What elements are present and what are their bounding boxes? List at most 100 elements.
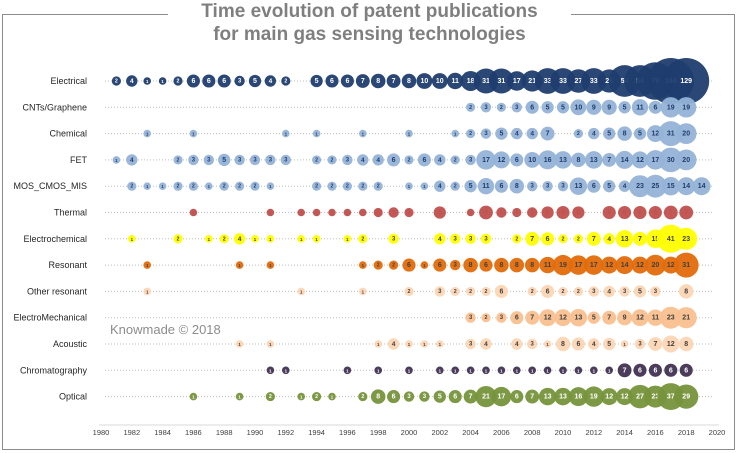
bubble-value-label: 6 [438, 262, 442, 269]
bubble [574, 366, 583, 375]
bubble-value-label: 1 [608, 368, 611, 373]
bubble-value-label: 1 [315, 211, 318, 216]
bubble [327, 181, 337, 191]
bubble [203, 154, 214, 166]
bubble [540, 126, 555, 141]
bubble [312, 181, 322, 191]
bubble-value-label: 3 [238, 157, 242, 163]
bubble [603, 337, 616, 351]
bubble [525, 100, 539, 114]
bubble-value-label: 1 [285, 132, 288, 137]
bubble-value-label: 7 [530, 394, 534, 401]
bubble-value-label: 2 [377, 263, 380, 269]
bubble [675, 123, 697, 144]
bubble-value-label: 6 [392, 394, 396, 401]
bubble-value-label: 7 [546, 131, 550, 138]
bubble [158, 77, 167, 85]
bubble [512, 207, 522, 218]
bubble-value-label: 5 [315, 78, 319, 85]
bubble [420, 182, 429, 190]
bubble [541, 284, 555, 298]
bubble-value-label: 1 [115, 158, 118, 163]
bubble [587, 311, 600, 324]
bubble [370, 73, 386, 89]
bubble-value-label: 6 [653, 104, 657, 111]
bubble-value-label: 13 [559, 157, 567, 164]
bubble [617, 126, 632, 141]
bubble [571, 152, 586, 168]
bubble [619, 286, 630, 297]
category-label: Electrical [50, 76, 87, 86]
bubble-value-label: 8 [561, 341, 565, 348]
bubble [676, 97, 697, 118]
bubble [297, 235, 306, 243]
x-tick-label: 2016 [647, 428, 664, 437]
bubble-value-label: 3 [531, 184, 535, 190]
bubble-value-label: 4 [515, 341, 519, 348]
bubble [111, 76, 121, 86]
bubble-value-label: 1 [346, 211, 349, 216]
bubble [186, 74, 200, 88]
bubble [235, 340, 244, 348]
bubble-value-label: 5 [607, 341, 611, 348]
bubble-value-label: 6 [422, 157, 426, 164]
x-tick-label: 2014 [616, 428, 633, 437]
bubble [451, 129, 460, 138]
bubble-value-label: 4 [592, 341, 596, 348]
bubble [389, 260, 399, 270]
bubble [234, 75, 245, 87]
bubble-value-label: 10 [528, 157, 536, 164]
bubble [355, 74, 370, 88]
bubble-value-label: 1 [593, 368, 596, 373]
bubble-value-label: 17 [513, 78, 521, 85]
bubble [615, 230, 634, 248]
bubble [527, 181, 538, 192]
bubble [112, 156, 121, 164]
bubble [266, 261, 275, 269]
x-tick-label: 1986 [185, 428, 202, 437]
bubble [633, 231, 647, 246]
bubble-value-label: 1 [300, 395, 303, 400]
bubble-value-label: 4 [238, 236, 242, 243]
bubble [282, 129, 290, 138]
bubble-value-label: 4 [130, 78, 134, 85]
bubble-value-label: 1 [408, 342, 411, 347]
bubble [675, 227, 698, 250]
bubble-value-label: 3 [469, 342, 473, 348]
bubble-value-label: 1 [469, 211, 472, 216]
bubble [189, 129, 198, 138]
bubble-value-label: 3 [500, 210, 504, 216]
bubble-value-label: 12 [605, 394, 613, 401]
bubble [480, 128, 492, 139]
bubble [388, 207, 399, 218]
bubble-value-label: 11 [636, 104, 644, 111]
bubble [235, 181, 245, 191]
bubble-value-label: 8 [684, 341, 688, 348]
bubble-value-label: 30 [667, 157, 675, 164]
bubble-value-label: 12 [605, 262, 613, 269]
bubble-value-label: 1 [238, 395, 241, 400]
bubble [328, 208, 336, 217]
bubble-value-label: 2 [377, 210, 380, 216]
bubble-value-label: 12 [621, 394, 629, 401]
bubble-value-label: 1 [500, 368, 503, 373]
category-label: ElectroMechanical [13, 313, 87, 323]
bubble-value-label: 37 [667, 394, 675, 401]
bubble [539, 256, 556, 274]
bubble [266, 366, 275, 375]
bubble [511, 127, 523, 140]
bubble [633, 127, 647, 140]
bubble-value-label: 33 [590, 78, 598, 85]
bubble [527, 338, 538, 350]
bubble-value-label: 9 [592, 104, 596, 111]
bubble-value-label: 12 [636, 157, 644, 164]
bubble-value-label: 3 [500, 315, 504, 321]
bubble-value-label: 6 [530, 104, 534, 111]
bubble-value-label: 20 [652, 262, 660, 269]
bubble [217, 74, 231, 88]
bubble-value-label: 1 [269, 211, 272, 216]
bubble [587, 179, 601, 193]
bubble-value-label: 3 [546, 184, 550, 190]
bubbles: 2 4 1 1 2 6 6 6 3 5 4 2 5 6 6 7 8 7 8 10 10 11 18 31 31 17 21 33 33 2… [111, 58, 711, 411]
bubble [601, 99, 617, 115]
